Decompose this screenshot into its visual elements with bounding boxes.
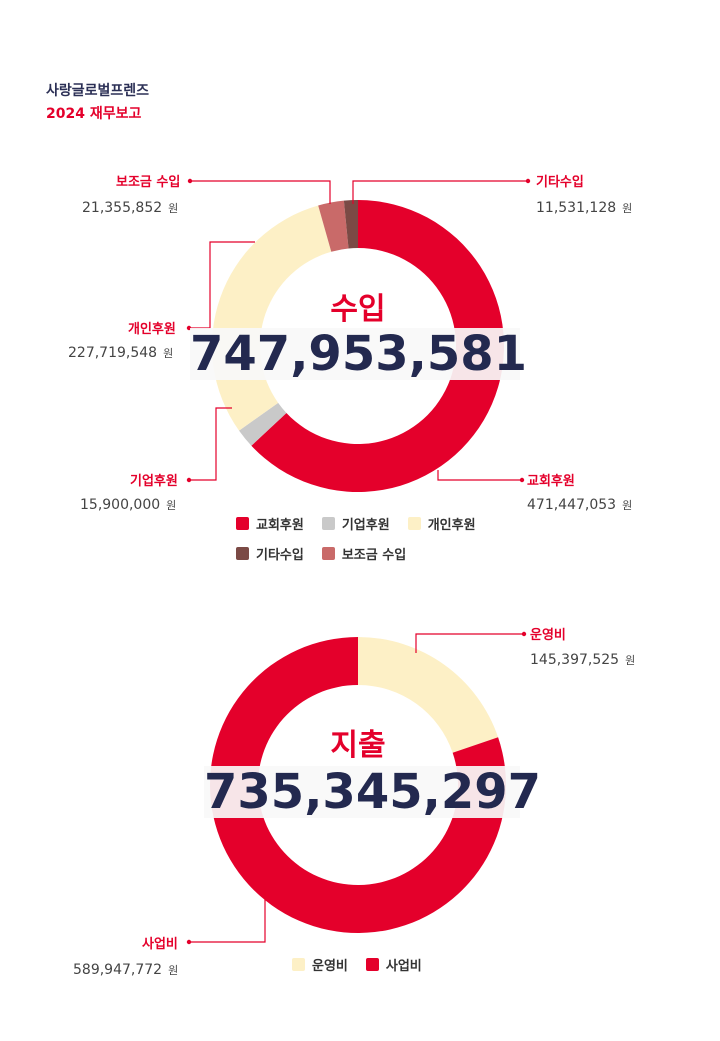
- leader-subsidy-dot: [187, 178, 193, 184]
- leader-business-dot: [186, 939, 192, 945]
- label-operation: 운영비: [530, 628, 566, 643]
- expense-slice-2: [210, 637, 507, 934]
- report-title: 2024 재무보고: [46, 106, 142, 122]
- legend-swatch-operation: [292, 958, 305, 971]
- value-business: 589,947,772 원: [73, 962, 179, 978]
- leader-other-dot: [525, 178, 531, 184]
- legend-item-subsidy: 보조금 수입: [321, 544, 406, 563]
- expense-legend: 운영비 사업비: [292, 955, 422, 974]
- label-church: 교회후원: [527, 474, 575, 489]
- value-individual: 227,719,548 원: [68, 345, 174, 361]
- income-legend-row1: 교회후원 기업후원 개인후원: [236, 514, 476, 533]
- legend-item-operation: 운영비: [292, 955, 348, 974]
- income-center-title: 수입: [330, 292, 386, 327]
- org-name: 사랑글로벌프렌즈: [46, 83, 150, 99]
- legend-item-other: 기타수입: [236, 544, 304, 563]
- value-subsidy: 21,355,852 원: [82, 200, 179, 216]
- legend-item-business: 사업비: [365, 955, 422, 974]
- income-slice-2: [239, 402, 287, 446]
- expense-slice-1: [358, 637, 499, 753]
- leader-subsidy: [190, 180, 331, 204]
- leader-operation: [415, 633, 524, 653]
- legend-swatch-corporate: [321, 517, 335, 530]
- legend-item-church: 교회후원: [236, 514, 304, 533]
- income-slice-5: [343, 200, 358, 249]
- expense-center-title: 지출: [330, 728, 386, 763]
- label-corporate: 기업후원: [130, 474, 178, 489]
- legend-swatch-other: [236, 547, 249, 560]
- leader-corporate: [189, 407, 232, 481]
- label-subsidy: 보조금 수입: [116, 175, 181, 190]
- legend-swatch-business: [365, 958, 379, 971]
- leader-business: [189, 888, 266, 943]
- income-legend-row2: 기타수입 보조금 수입: [236, 544, 406, 563]
- leader-church-dot: [519, 477, 525, 483]
- income-slice-1: [251, 200, 504, 493]
- legend-swatch-individual: [407, 517, 421, 530]
- label-business: 사업비: [142, 937, 178, 952]
- leader-operation-dot: [521, 631, 527, 637]
- leader-corporate-dot: [186, 477, 192, 483]
- income-slice-4: [318, 200, 349, 252]
- expense-total: 735,345,297: [204, 764, 542, 820]
- legend-swatch-church: [236, 517, 249, 530]
- label-individual: 개인후원: [128, 322, 176, 337]
- legend-item-corporate: 기업후원: [321, 514, 390, 533]
- leader-church: [437, 470, 522, 481]
- legend-item-individual: 개인후원: [407, 514, 476, 533]
- leader-lines: [186, 178, 531, 945]
- legend-swatch-subsidy: [321, 547, 335, 560]
- income-total: 747,953,581: [190, 326, 528, 382]
- label-other: 기타수입: [536, 175, 584, 190]
- expense-donut-chart: [210, 637, 507, 934]
- value-operation: 145,397,525 원: [530, 652, 636, 668]
- value-church: 471,447,053 원: [527, 497, 633, 513]
- value-corporate: 15,900,000 원: [80, 497, 177, 513]
- value-other: 11,531,128 원: [536, 200, 633, 216]
- leader-other: [352, 180, 528, 204]
